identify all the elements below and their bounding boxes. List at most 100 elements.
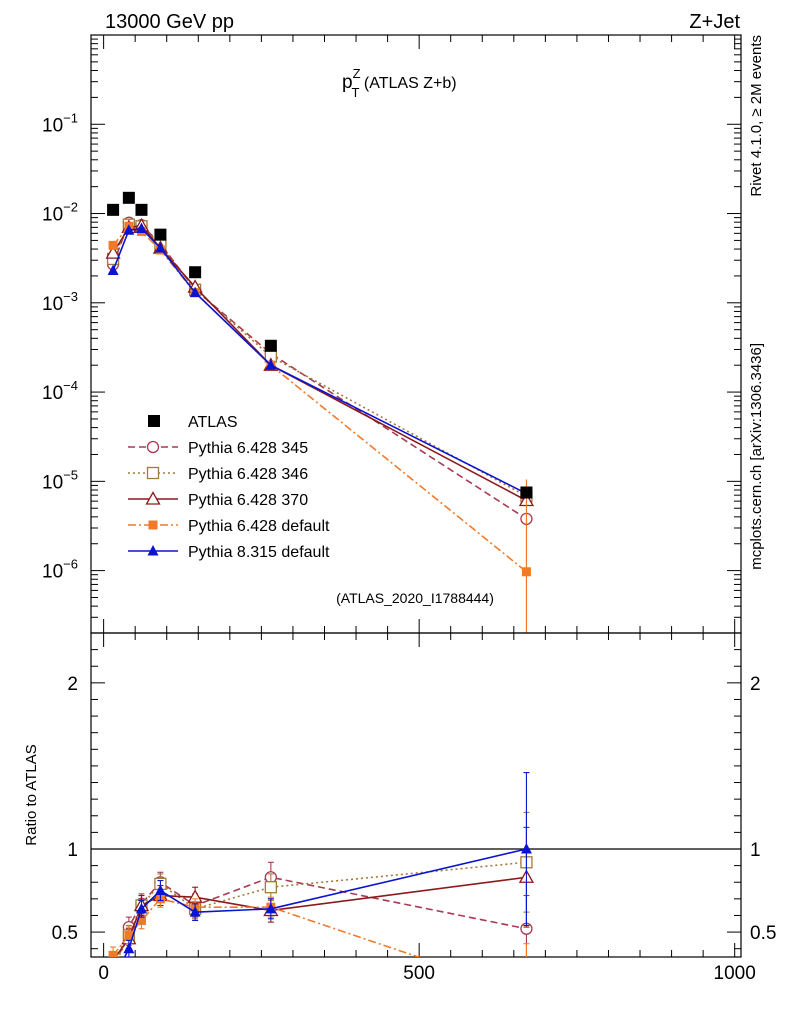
- legend-entry-2: Pythia 6.428 370: [128, 491, 308, 509]
- ratio-ytick-label-left: 2: [67, 674, 78, 695]
- data-point: [520, 486, 533, 499]
- ratio-series-point: [265, 902, 277, 914]
- main-ytick-label-base: 10: [42, 294, 63, 315]
- header-right: Z+Jet: [689, 11, 740, 33]
- rivet-version-label: Rivet 4.1.0, ≥ 2M events: [748, 35, 765, 197]
- ratio-series-line: [114, 876, 527, 957]
- legend-label: Pythia 6.428 default: [188, 518, 330, 535]
- main-ytick-label-base: 10: [42, 115, 63, 136]
- main-series-point: [265, 359, 277, 370]
- ratio-ytick-label-right: 2: [750, 674, 761, 695]
- main-ytick-label: 10−3: [42, 289, 78, 315]
- data-point: [189, 266, 202, 279]
- main-series-point: [105, 245, 121, 259]
- main-series-point: [154, 242, 166, 253]
- ratio-series-point: [136, 915, 146, 925]
- legend-marker: [147, 545, 159, 556]
- main-ytick-label-base: 10: [42, 383, 63, 404]
- ratio-panel: 0 500 1000 0.5 0.5 1 1 2 2: [52, 632, 776, 998]
- main-ytick-label-exp: −6: [63, 557, 78, 572]
- main-ytick-label: 10−1: [42, 110, 78, 136]
- xtick-label: 1000: [714, 963, 756, 984]
- data-point: [264, 339, 277, 352]
- legend-marker: [146, 440, 160, 454]
- main-series-point: [189, 286, 201, 298]
- plot-title-sub: T: [352, 85, 360, 100]
- main-series-line: [112, 227, 527, 495]
- legend-marker: [148, 520, 158, 530]
- plot-title-sup: Z: [353, 66, 361, 81]
- main-ytick-label-exp: −5: [63, 467, 78, 482]
- main-ytick-label: 10−4: [42, 378, 78, 404]
- ratio-series-0: [108, 861, 533, 979]
- ratio-series-line: [123, 848, 527, 957]
- analysis-id-label: (ATLAS_2020_I1788444): [336, 590, 494, 606]
- legend-label: Pythia 6.428 370: [188, 492, 308, 509]
- legend-entry-4: Pythia 8.315 default: [128, 544, 330, 561]
- ratio-series-point: [520, 843, 532, 854]
- ratio-series-line: [112, 897, 421, 957]
- ratio-series-point: [108, 963, 119, 974]
- main-series-point: [108, 240, 118, 250]
- legend-entry-data: ATLAS: [148, 414, 238, 431]
- legend-label-data: ATLAS: [188, 414, 238, 431]
- legend-marker: [145, 491, 161, 505]
- ratio-series-1: [108, 811, 533, 974]
- ratio-series-point: [108, 950, 118, 957]
- main-series-point: [107, 264, 119, 276]
- header-left: 13000 GeV pp: [105, 11, 234, 33]
- ratio-series-group: [108, 772, 535, 998]
- ratio-series-point: [135, 902, 147, 914]
- legend-label: Pythia 8.315 default: [188, 544, 330, 561]
- ratio-series-point: [264, 881, 278, 894]
- data-point: [107, 203, 120, 216]
- main-series-point: [123, 224, 135, 235]
- xtick-label: 0: [98, 963, 109, 984]
- main-ytick-label-exp: −4: [63, 378, 78, 393]
- main-ytick-label: 10−5: [42, 467, 78, 493]
- legend: ATLAS Pythia 6.428 345 Pythia 6.428 346 Pyt…: [128, 414, 330, 561]
- main-ytick-label-base: 10: [42, 472, 63, 493]
- main-ytick-label: 10−2: [42, 200, 78, 226]
- legend-marker-data: [148, 415, 160, 427]
- ratio-series-point: [108, 968, 119, 979]
- ratio-series-point: [124, 930, 134, 940]
- mcplots-label: mcplots.cern.ch [arXiv:1306.3436]: [748, 343, 765, 570]
- main-ytick-label-base: 10: [42, 205, 63, 226]
- data-points: [107, 191, 533, 499]
- plot-title-main: p: [342, 72, 353, 93]
- plot-title-rest: (ATLAS Z+b): [359, 75, 456, 92]
- ratio-ylabel: Ratio to ATLAS: [23, 744, 40, 845]
- legend-entry-1: Pythia 6.428 346: [128, 466, 308, 483]
- main-ytick-label-exp: −2: [63, 200, 78, 215]
- main-panel: 10−110−210−310−410−510−6: [42, 34, 742, 634]
- ratio-ytick-label-left: 0.5: [52, 923, 78, 944]
- data-point: [122, 191, 135, 204]
- data-point: [135, 203, 148, 216]
- ratio-series-point: [189, 906, 201, 917]
- legend-entry-0: Pythia 6.428 345: [128, 440, 308, 457]
- legend-entry-3: Pythia 6.428 default: [128, 518, 330, 535]
- legend-label: Pythia 6.428 345: [188, 440, 308, 457]
- xtick-label: 500: [403, 963, 435, 984]
- main-ytick-label-exp: −3: [63, 289, 78, 304]
- legend-label: Pythia 6.428 346: [188, 466, 308, 483]
- legend-marker: [146, 466, 160, 480]
- ratio-series-line: [117, 876, 527, 957]
- ratio-ytick-label-left: 1: [67, 840, 78, 861]
- ratio-series-point: [154, 884, 166, 896]
- ratio-series-point: [108, 974, 119, 985]
- plot-title: pZ T (ATLAS Z+b): [342, 66, 457, 100]
- main-ytick-label: 10−6: [42, 557, 78, 583]
- main-ytick-label-exp: −1: [63, 110, 78, 125]
- ratio-series-point: [522, 989, 531, 998]
- data-point: [154, 228, 167, 241]
- main-ytick-label-base: 10: [42, 562, 63, 583]
- ratio-ytick-label-right: 0.5: [750, 923, 776, 944]
- main-series-point: [135, 222, 147, 233]
- ratio-series-point: [123, 942, 135, 954]
- ratio-ytick-label-right: 1: [750, 840, 761, 861]
- ratio-series-4: [108, 772, 532, 985]
